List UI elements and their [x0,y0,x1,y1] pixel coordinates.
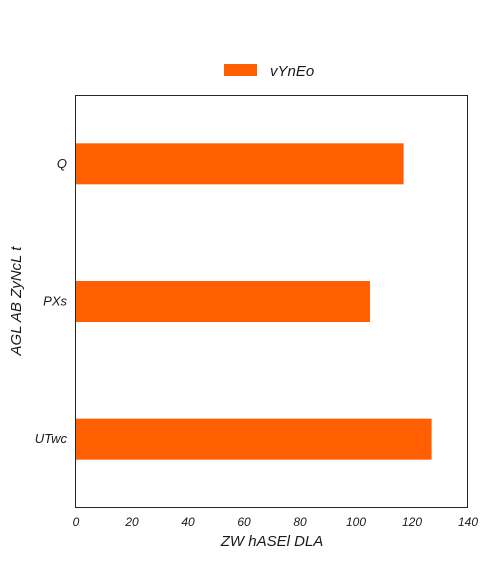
plot-frame [75,95,468,508]
y-tick-label: UTwc [35,431,68,446]
x-tick-label: 60 [237,515,251,529]
x-tick-label: 120 [402,515,422,529]
x-tick-label: 40 [181,515,195,529]
x-tick-label: 80 [293,515,307,529]
legend-swatch [224,64,257,76]
legend: vYnEo [224,63,314,80]
legend-label: vYnEo [270,63,314,80]
bar-Q [76,143,404,185]
y-axis-label: AGL AB ZyNcL t [8,246,25,357]
bar-UTwc [76,418,432,460]
x-tick-label: 0 [73,515,80,529]
bar-PXs [76,281,370,322]
x-axis-label: ZW hASEl DLA [220,533,324,550]
y-tick-label: Q [57,156,67,171]
x-tick-label: 140 [458,515,478,529]
x-tick-label: 100 [346,515,366,529]
y-tick-label: PXs [43,294,67,309]
x-tick-label: 20 [124,515,139,529]
